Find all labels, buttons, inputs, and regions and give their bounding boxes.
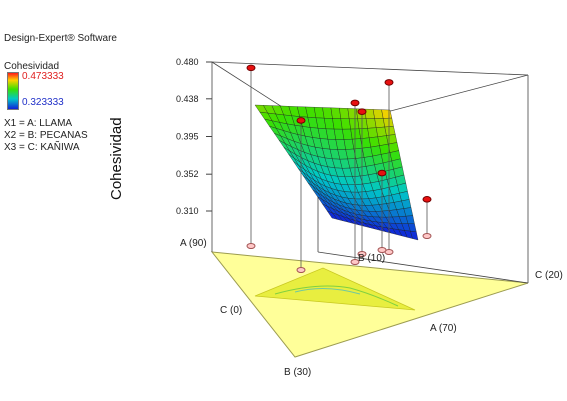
design-points (246, 64, 432, 273)
z-tick-label: 0.352 (176, 169, 199, 179)
response-surface (254, 104, 419, 241)
design-point (422, 196, 432, 203)
surface-cell (410, 230, 419, 241)
surface-cell (340, 118, 351, 130)
surface-cell (384, 126, 396, 136)
design-point-base (422, 233, 432, 239)
surface-cell (357, 118, 368, 129)
design-point (357, 108, 367, 115)
legend-color-bar (7, 72, 19, 110)
base-contour (274, 285, 399, 307)
legend-max-value: 0.473333 (22, 71, 64, 82)
software-title: Design-Expert® Software (4, 33, 117, 44)
design-point-base (350, 259, 360, 265)
z-tick-label: 0.310 (176, 206, 199, 216)
factor-x1: X1 = A: LLAMA (4, 118, 73, 129)
surface-cell (381, 109, 393, 119)
design-point (350, 99, 360, 107)
surface-cell (342, 128, 353, 140)
base-contour (294, 287, 361, 295)
design-point (377, 169, 387, 177)
design-point (246, 64, 256, 72)
surface-cell (382, 117, 394, 128)
z-tick-label: 0.480 (176, 57, 199, 67)
design-point-base (357, 251, 367, 257)
design-point-base (296, 267, 306, 273)
surface-cell (348, 118, 360, 130)
surface-cell (365, 118, 377, 129)
surface-cell (347, 108, 358, 119)
vertex-label-b-top: B (10) (358, 253, 385, 264)
design-point (296, 117, 306, 124)
surface-cell (367, 127, 379, 138)
factor-x3: X3 = C: KAÑIWA (4, 142, 80, 153)
design-point-base (246, 243, 256, 249)
legend-min-value: 0.323333 (22, 97, 64, 108)
z-axis-ticks: 0.480 0.438 0.395 0.352 0.310 (176, 57, 212, 216)
surface-cell (339, 107, 350, 119)
vertex-label-c-left: C (0) (220, 305, 242, 316)
factor-x2: X2 = B: PECANAS (4, 130, 88, 141)
design-point (384, 79, 394, 86)
vertex-label-b-bottom: B (30) (284, 367, 311, 378)
vertex-label-c-right: C (20) (535, 270, 563, 281)
surface-cell (330, 107, 342, 119)
vertex-label-a-top: A (90) (180, 238, 207, 249)
z-tick-label: 0.438 (176, 94, 199, 104)
z-tick-label: 0.395 (176, 132, 199, 142)
legend-title: Cohesividad (4, 61, 60, 72)
design-point-base (377, 247, 387, 253)
vertex-label-a-right: A (70) (430, 323, 457, 334)
prism-frame (211, 61, 529, 284)
